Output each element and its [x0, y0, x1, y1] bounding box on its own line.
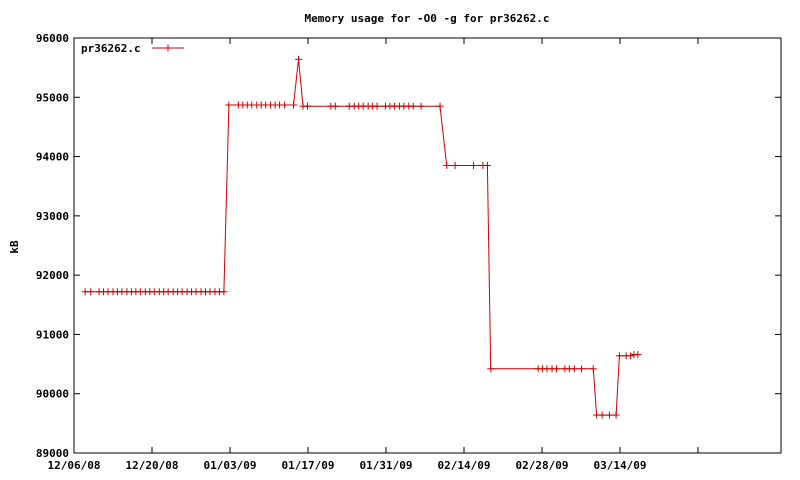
data-point: [451, 161, 459, 169]
data-point: [220, 288, 228, 296]
data-point: [373, 102, 381, 110]
data-point: [290, 101, 298, 109]
x-tick-label: 01/31/09: [360, 459, 413, 472]
data-point: [331, 102, 339, 110]
y-tick-label: 89000: [36, 447, 69, 460]
y-tick-label: 91000: [36, 328, 69, 341]
x-tick-label: 01/03/09: [204, 459, 257, 472]
y-axis-ticks: 89000 90000 91000 92000 93000 94000 95000 96000: [36, 32, 781, 460]
data-point: [295, 55, 303, 63]
data-point: [417, 102, 425, 110]
data-point: [225, 101, 233, 109]
x-tick-label: 12/06/08: [48, 459, 101, 472]
data-point: [578, 365, 586, 373]
data-point: [570, 365, 578, 373]
data-point: [615, 352, 623, 360]
data-point: [605, 411, 613, 419]
data-point: [487, 365, 495, 373]
x-tick-label: 03/14/09: [594, 459, 647, 472]
data-point: [469, 161, 477, 169]
x-tick-label: 02/14/09: [438, 459, 491, 472]
data-point: [634, 351, 642, 359]
data-point: [552, 365, 560, 373]
x-tick-label: 02/28/09: [516, 459, 569, 472]
data-point: [483, 161, 491, 169]
x-tick-label: 01/17/09: [282, 459, 335, 472]
data-point: [281, 101, 289, 109]
data-point: [87, 288, 95, 296]
data-point: [612, 411, 620, 419]
y-tick-label: 92000: [36, 269, 69, 282]
legend-label-pr36262: pr36262.c: [81, 42, 141, 55]
plot-frame: [73, 37, 782, 454]
y-tick-label: 95000: [36, 91, 69, 104]
legend: pr36262.c: [81, 42, 184, 55]
x-axis-ticks: 12/06/08 12/20/08 01/03/09 01/17/09 01/31/09…: [48, 38, 699, 472]
y-tick-label: 94000: [36, 151, 69, 164]
data-point: [589, 365, 597, 373]
data-point: [598, 411, 606, 419]
data-point: [436, 102, 444, 110]
data-point: [409, 102, 417, 110]
data-point: [303, 102, 311, 110]
series-layer: [81, 55, 642, 419]
y-axis-label: kB: [8, 240, 21, 254]
legend-marker: [164, 44, 172, 52]
y-tick-label: 93000: [36, 210, 69, 223]
y-tick-label: 96000: [36, 32, 69, 45]
x-tick-label: 12/20/08: [126, 459, 179, 472]
chart-title: Memory usage for -O0 -g for pr36262.c: [304, 12, 549, 25]
data-point: [627, 352, 635, 360]
y-tick-label: 90000: [36, 388, 69, 401]
data-point: [443, 161, 451, 169]
